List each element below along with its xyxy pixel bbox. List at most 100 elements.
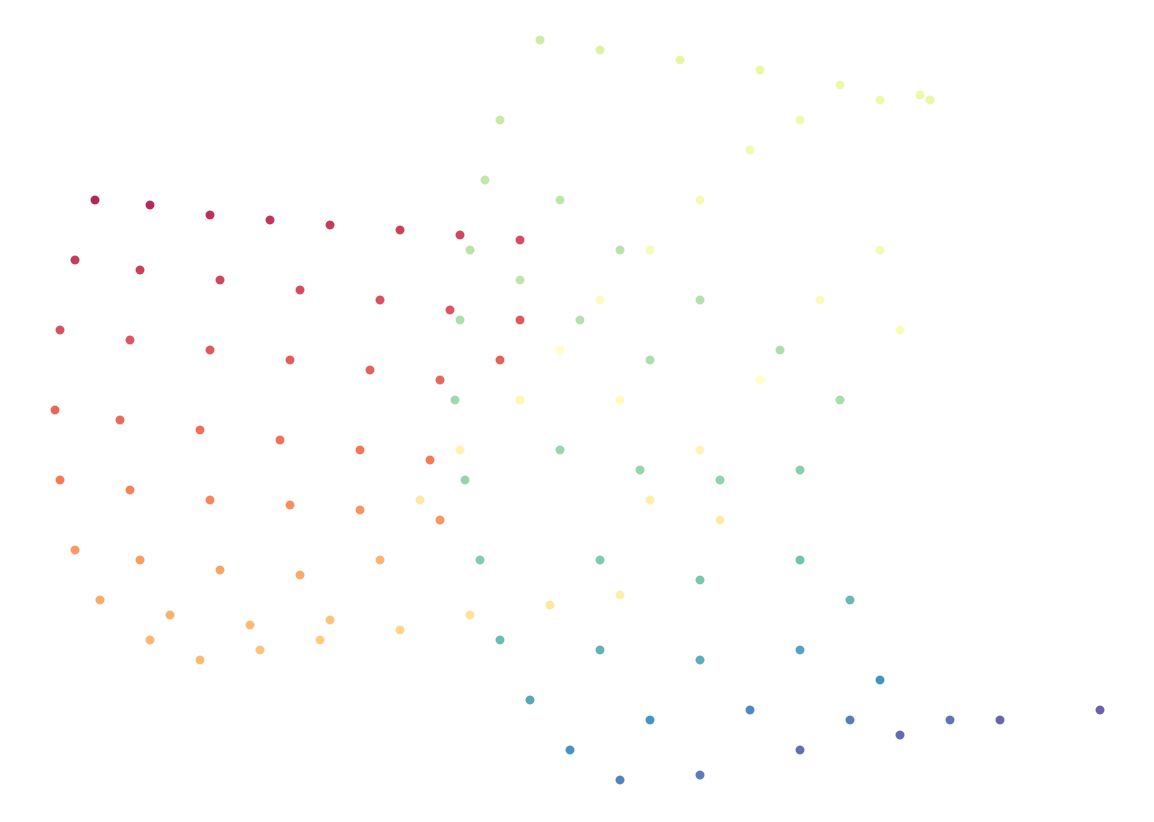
point [495,355,505,365]
point [715,475,725,485]
point [435,375,445,385]
point [695,770,705,780]
point [395,625,405,635]
point [615,590,625,600]
point [795,465,805,475]
point [875,95,885,105]
point [375,295,385,305]
point [875,675,885,685]
point [375,555,385,565]
point [775,345,785,355]
point [480,175,490,185]
point [205,345,215,355]
point [355,445,365,455]
point [205,210,215,220]
point [575,315,585,325]
point [895,325,905,335]
point [245,620,255,630]
point [615,395,625,405]
point [835,395,845,405]
point [755,65,765,75]
point [55,325,65,335]
point [495,115,505,125]
point [55,475,65,485]
point [695,655,705,665]
point [515,395,525,405]
point [845,595,855,605]
point [115,415,125,425]
point [135,555,145,565]
point [295,285,305,295]
point [695,445,705,455]
point [465,245,475,255]
point [445,305,455,315]
point [945,715,955,725]
point [450,395,460,405]
point [455,230,465,240]
point [325,220,335,230]
point [675,55,685,65]
point [645,715,655,725]
point [275,435,285,445]
point [285,355,295,365]
point [795,645,805,655]
point [195,425,205,435]
point [695,195,705,205]
point [715,515,725,525]
point [535,35,545,45]
point [495,635,505,645]
point [845,715,855,725]
point [265,215,275,225]
point [70,545,80,555]
point [515,235,525,245]
point [835,80,845,90]
point [695,295,705,305]
point [515,315,525,325]
point [125,485,135,495]
point [635,465,645,475]
point [515,275,525,285]
point [255,645,265,655]
point [145,635,155,645]
point [95,595,105,605]
point [875,245,885,255]
point [135,265,145,275]
point [215,275,225,285]
point [745,145,755,155]
point [50,405,60,415]
point [795,745,805,755]
point [595,645,605,655]
point [545,600,555,610]
point [645,355,655,365]
point [695,575,705,585]
point [815,295,825,305]
point [395,225,405,235]
point [455,315,465,325]
point [325,615,335,625]
point [70,255,80,265]
point [165,610,175,620]
point [425,455,435,465]
point [615,245,625,255]
point [645,245,655,255]
point [315,635,325,645]
point [365,365,375,375]
point [355,505,365,515]
point [565,745,575,755]
point [205,495,215,505]
point [645,495,655,505]
point [475,555,485,565]
point [195,655,205,665]
point [435,515,445,525]
point [415,495,425,505]
point [895,730,905,740]
point [215,565,225,575]
point [595,295,605,305]
point [925,95,935,105]
point [995,715,1005,725]
point [915,90,925,100]
point [595,555,605,565]
point [755,375,765,385]
point [285,500,295,510]
